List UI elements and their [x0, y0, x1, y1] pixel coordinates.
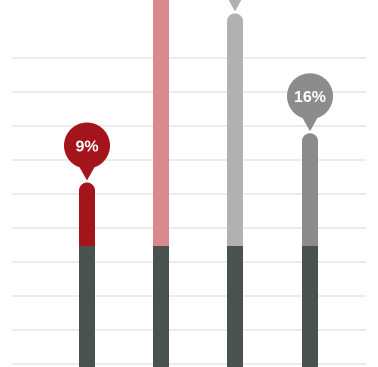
bar-group: 16%: [287, 73, 333, 367]
bubble-pointer: [228, 0, 242, 12]
bar-value-segment: [227, 13, 243, 254]
bar-value-segment: [302, 133, 318, 254]
bar-group: 9%: [64, 122, 110, 367]
data-label: 9%: [75, 139, 98, 156]
bar-value-segment: [79, 182, 95, 254]
bar-base-segment: [227, 246, 243, 367]
value-bubble: [64, 122, 110, 169]
bar-base-segment: [79, 246, 95, 367]
bar-base-segment: [153, 246, 169, 367]
bubble-pointer: [78, 164, 96, 181]
bar-base-segment: [302, 246, 318, 367]
data-label: 16%: [294, 89, 326, 106]
bar-group: 33%: [227, 0, 243, 367]
value-bubble: [287, 73, 333, 120]
bubble-pointer: [301, 115, 319, 132]
bar-group: 42%: [153, 0, 169, 367]
bar-value-segment: [153, 0, 169, 254]
